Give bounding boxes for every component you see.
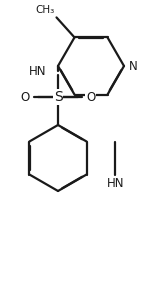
Text: O: O bbox=[86, 91, 95, 103]
Text: HN: HN bbox=[106, 177, 124, 189]
Text: S: S bbox=[54, 90, 62, 104]
Text: N: N bbox=[129, 59, 138, 73]
Text: HN: HN bbox=[29, 65, 46, 77]
Text: CH₃: CH₃ bbox=[35, 6, 54, 15]
Text: O: O bbox=[21, 91, 30, 103]
